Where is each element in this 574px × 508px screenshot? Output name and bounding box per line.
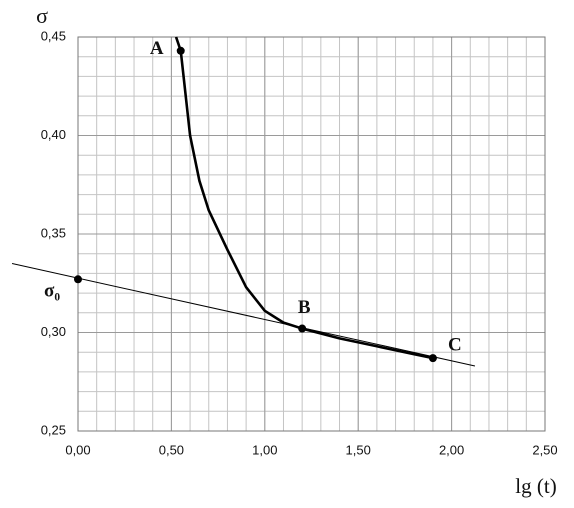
x-tick-label: 1,00: [252, 442, 277, 457]
point: [176, 46, 185, 55]
line: [11, 263, 476, 367]
y-tick-label: 0,40: [41, 127, 66, 142]
point: [428, 354, 437, 363]
x-axis-label: lg (t): [515, 474, 556, 498]
x-tick-label: 2,00: [439, 442, 464, 457]
y-tick-label: 0,30: [41, 324, 66, 339]
x-tick-label: 1,50: [346, 442, 371, 457]
point-label: B: [298, 297, 311, 318]
point-label: C: [448, 334, 462, 355]
y-tick-label: 0,35: [41, 225, 66, 240]
x-tick-label: 0,00: [65, 442, 90, 457]
y-tick-label: 0,25: [41, 422, 66, 437]
y-tick-label: 0,45: [41, 28, 66, 43]
point-label: σ₀: [44, 281, 60, 302]
point: [298, 324, 307, 333]
point-label: A: [150, 38, 164, 59]
y-axis-label: σ: [36, 3, 48, 28]
line: [174, 36, 434, 360]
x-tick-label: 2,50: [532, 442, 557, 457]
plot-border: [77, 36, 546, 432]
point: [74, 275, 82, 284]
x-tick-label: 0,50: [159, 442, 184, 457]
